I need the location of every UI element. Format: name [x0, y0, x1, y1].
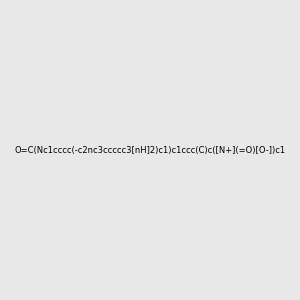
Text: O=C(Nc1cccc(-c2nc3ccccc3[nH]2)c1)c1ccc(C)c([N+](=O)[O-])c1: O=C(Nc1cccc(-c2nc3ccccc3[nH]2)c1)c1ccc(C…	[14, 146, 286, 154]
